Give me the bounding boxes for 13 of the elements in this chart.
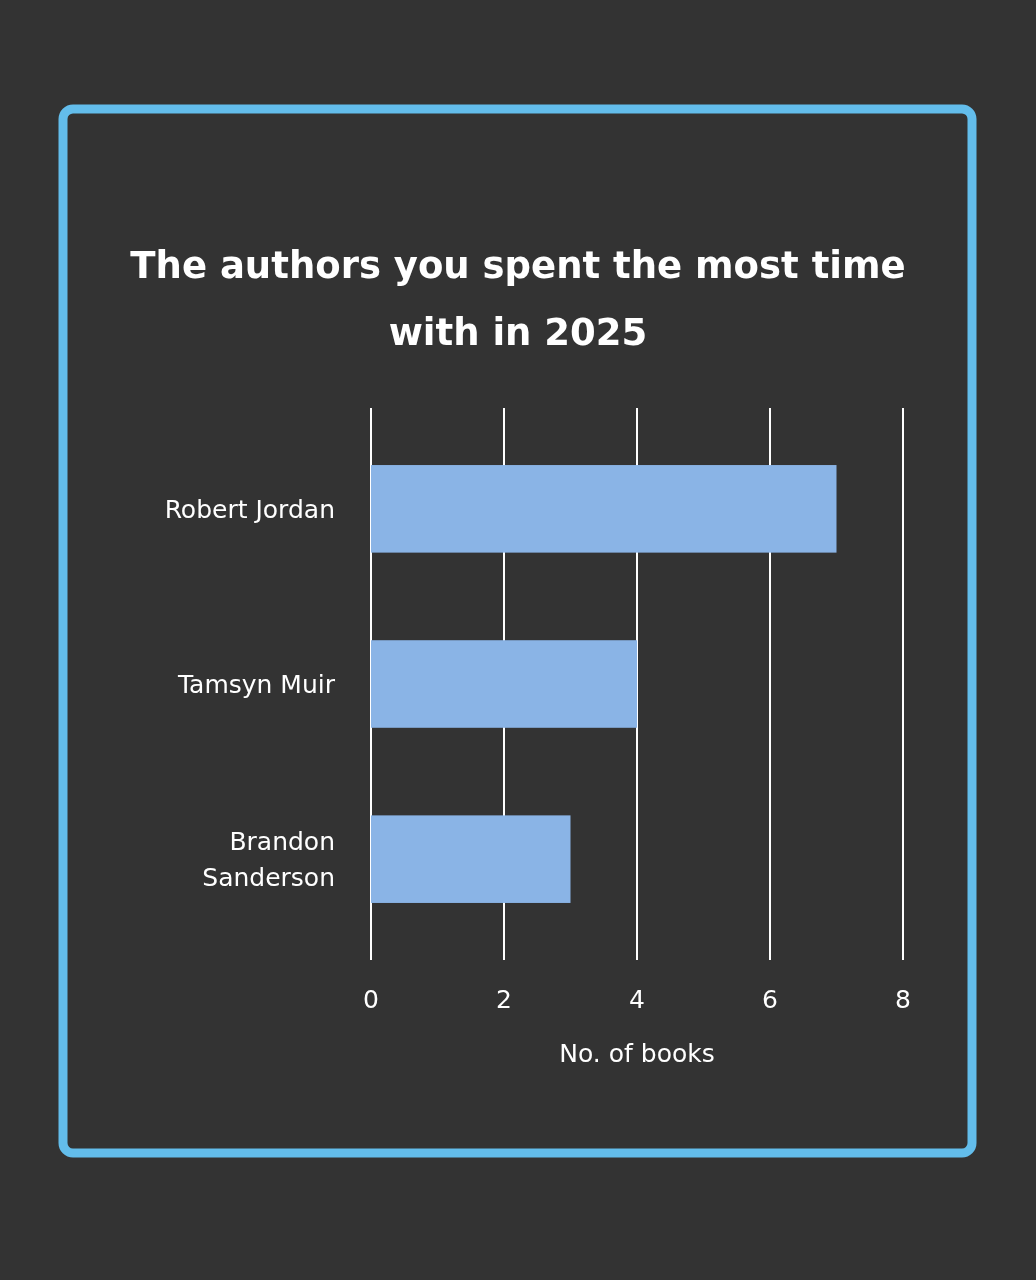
chart-title: The authors you spent the most time with in 2025: [130, 244, 906, 354]
x-tick-label: 0: [363, 985, 379, 1014]
x-tick-label: 2: [496, 985, 512, 1014]
bar: [371, 640, 637, 728]
bar: [371, 815, 571, 903]
bar: [371, 465, 837, 553]
y-tick-label: Brandon Sanderson: [202, 827, 335, 893]
x-tick-label: 4: [629, 985, 645, 1014]
x-tick-label: 8: [895, 985, 911, 1014]
x-tick-label: 6: [762, 985, 778, 1014]
y-tick-label: Tamsyn Muir: [176, 670, 336, 699]
x-axis-title: No. of books: [559, 1039, 715, 1068]
y-tick-label: Robert Jordan: [164, 494, 335, 524]
